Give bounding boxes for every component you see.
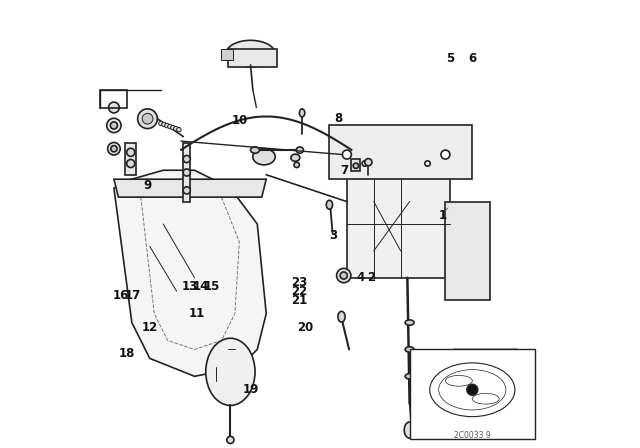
Ellipse shape — [253, 149, 275, 165]
Polygon shape — [114, 179, 266, 197]
Circle shape — [294, 162, 300, 168]
Circle shape — [108, 142, 120, 155]
Text: 19: 19 — [243, 383, 259, 396]
Bar — [184, 143, 190, 202]
Text: 2C0033 9: 2C0033 9 — [454, 431, 491, 440]
Circle shape — [467, 384, 477, 395]
Circle shape — [342, 150, 351, 159]
Bar — [351, 159, 360, 171]
Circle shape — [227, 436, 234, 444]
Text: 9: 9 — [143, 179, 152, 193]
Text: 3: 3 — [330, 228, 337, 242]
Circle shape — [168, 125, 172, 129]
Circle shape — [177, 127, 181, 132]
Text: 5: 5 — [446, 52, 454, 65]
Ellipse shape — [300, 109, 305, 117]
Text: 10: 10 — [231, 114, 248, 128]
Text: 23: 23 — [291, 276, 307, 289]
Circle shape — [183, 187, 190, 194]
Ellipse shape — [326, 200, 333, 209]
Bar — [100, 90, 127, 108]
Ellipse shape — [291, 154, 300, 161]
Circle shape — [353, 163, 358, 168]
Ellipse shape — [296, 147, 303, 153]
Ellipse shape — [251, 147, 260, 153]
Circle shape — [127, 159, 135, 168]
Circle shape — [109, 102, 119, 113]
Text: 11: 11 — [189, 307, 205, 320]
Circle shape — [162, 122, 166, 127]
Ellipse shape — [226, 40, 275, 67]
Circle shape — [111, 146, 117, 152]
Bar — [347, 157, 450, 278]
Text: 7: 7 — [340, 164, 349, 177]
Text: 8: 8 — [334, 112, 342, 125]
Bar — [228, 49, 278, 67]
Circle shape — [183, 155, 190, 163]
Ellipse shape — [476, 392, 486, 398]
Circle shape — [337, 268, 351, 283]
Circle shape — [142, 113, 153, 124]
Circle shape — [365, 159, 372, 166]
Ellipse shape — [338, 311, 345, 322]
Text: 6: 6 — [468, 52, 476, 65]
Text: 16: 16 — [113, 289, 129, 302]
Ellipse shape — [404, 422, 415, 438]
Text: 18: 18 — [118, 347, 134, 361]
Circle shape — [171, 125, 175, 130]
Circle shape — [441, 150, 450, 159]
Circle shape — [340, 272, 348, 279]
Circle shape — [110, 122, 118, 129]
Circle shape — [173, 126, 178, 131]
Circle shape — [183, 169, 190, 176]
Bar — [445, 202, 490, 300]
Circle shape — [138, 109, 157, 129]
Ellipse shape — [405, 374, 414, 379]
Circle shape — [159, 121, 163, 125]
Bar — [329, 125, 472, 179]
Text: 2: 2 — [367, 271, 376, 284]
Text: 20: 20 — [298, 320, 314, 334]
Circle shape — [164, 123, 169, 128]
Ellipse shape — [405, 320, 414, 325]
Text: 22: 22 — [291, 284, 307, 298]
Text: 17: 17 — [125, 289, 141, 302]
Text: 14: 14 — [193, 280, 209, 293]
Text: 1: 1 — [439, 208, 447, 222]
Bar — [125, 143, 136, 175]
Polygon shape — [114, 170, 266, 376]
Ellipse shape — [405, 347, 414, 352]
Ellipse shape — [206, 338, 255, 405]
Text: 13: 13 — [182, 280, 198, 293]
Circle shape — [107, 118, 121, 133]
Text: 4: 4 — [356, 271, 364, 284]
Bar — [221, 49, 233, 60]
Text: 21: 21 — [291, 293, 307, 307]
Bar — [410, 349, 535, 439]
Circle shape — [127, 148, 135, 156]
Text: 15: 15 — [204, 280, 220, 293]
Polygon shape — [445, 349, 526, 403]
Text: 12: 12 — [141, 320, 158, 334]
